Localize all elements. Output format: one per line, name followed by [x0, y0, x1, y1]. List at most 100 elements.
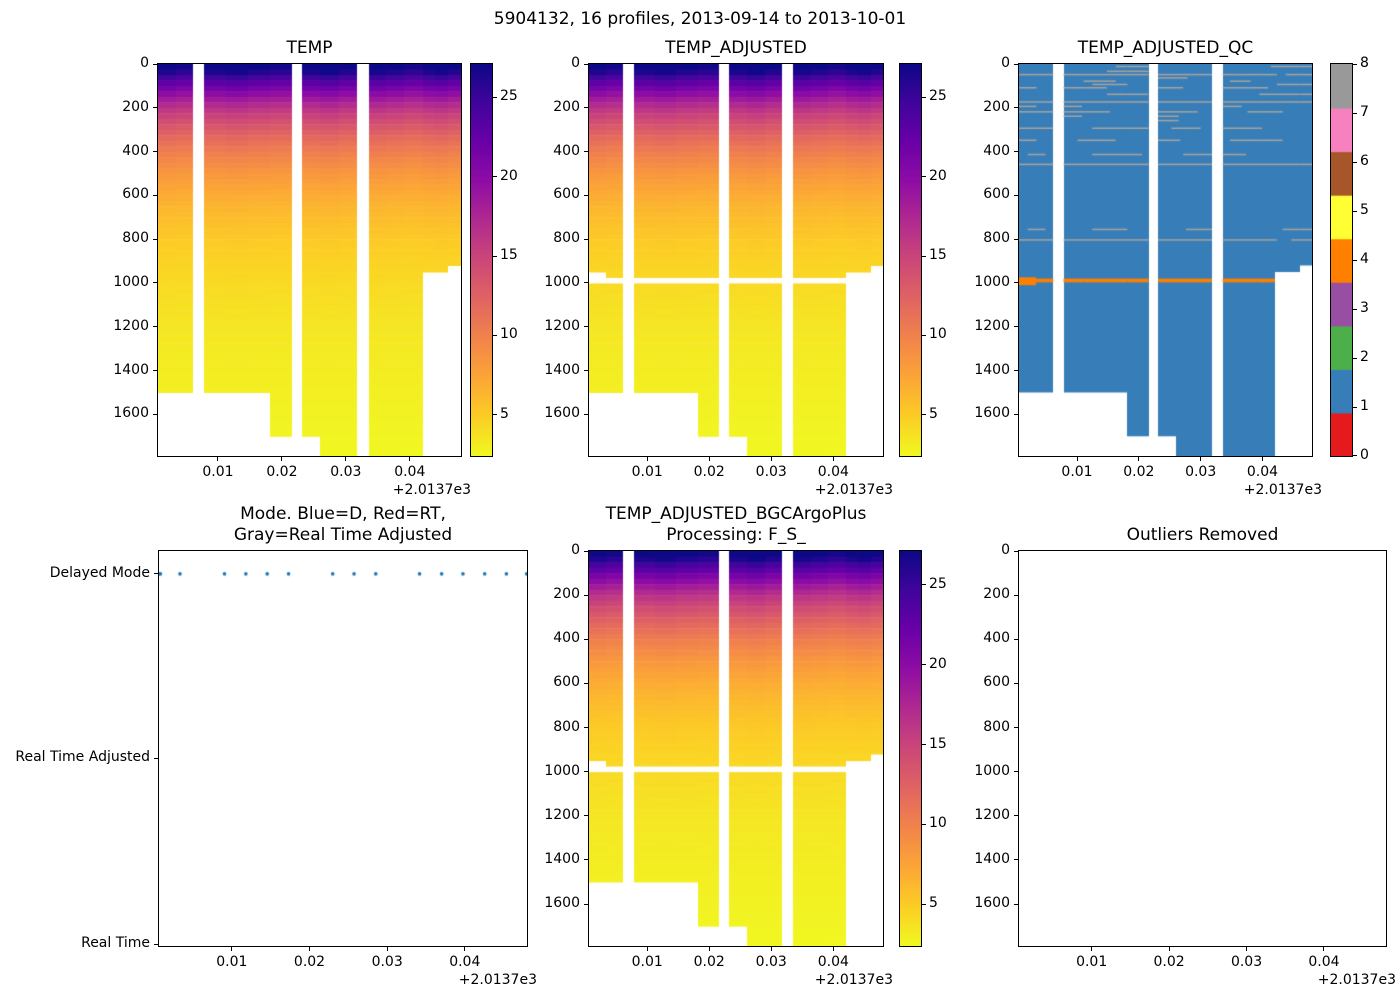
x-tick-label: 0.03 — [330, 464, 362, 480]
x-tick-label: 0.03 — [755, 954, 787, 970]
x-axis-offset-label: +2.0137e3 — [458, 972, 537, 988]
colorbar-tick-mark — [1353, 161, 1357, 163]
colorbar-tick-label: 25 — [500, 88, 518, 105]
y-tick-mark — [153, 326, 157, 328]
y-tick-mark — [153, 107, 157, 109]
figure-title: 5904132, 16 profiles, 2013-09-14 to 2013… — [493, 9, 907, 29]
x-axis-offset-label: +2.0137e3 — [392, 482, 471, 498]
y-tick-label: 1200 — [544, 806, 580, 823]
colorbar-tick-label: 10 — [929, 326, 947, 343]
x-tick-mark — [1200, 457, 1202, 461]
y-tick-label: 1000 — [113, 273, 149, 290]
colorbar-tick-label: 10 — [929, 815, 947, 832]
y-tick-mark — [1014, 903, 1018, 905]
y-tick-label: 1400 — [544, 850, 580, 867]
y-tick-label: 1400 — [974, 850, 1010, 867]
y-tick-mark — [1014, 370, 1018, 372]
colorbar-tick-label: 0 — [1360, 447, 1369, 463]
colorbar-tick-mark — [922, 255, 926, 257]
y-tick-mark — [584, 859, 588, 861]
temp-adjusted-qc-title: TEMP_ADJUSTED_QC — [1077, 37, 1254, 58]
y-tick-mark — [584, 238, 588, 240]
x-tick-label: 0.02 — [693, 954, 725, 970]
qc-colorbar-canvas — [1331, 64, 1352, 456]
colorbar-tick-mark — [922, 664, 926, 666]
colorbar-tick-mark — [1353, 259, 1357, 261]
colorbar-tick-label: 1 — [1360, 398, 1369, 414]
y-tick-mark — [584, 550, 588, 552]
y-tick-label: 0 — [140, 55, 149, 71]
colorbar-tick-label: 5 — [500, 405, 509, 422]
colorbar-tick-mark — [922, 414, 926, 416]
temp-colorbar-canvas — [471, 64, 492, 456]
y-tick-mark — [1014, 63, 1018, 65]
y-tick-mark — [153, 413, 157, 415]
x-tick-mark — [1138, 457, 1140, 461]
y-tick-mark — [1014, 151, 1018, 153]
x-tick-mark — [231, 947, 233, 951]
temp-heatmap-canvas — [158, 64, 461, 456]
colorbar-tick-mark — [493, 255, 497, 257]
x-tick-mark — [1076, 457, 1078, 461]
mode-title: Mode. Blue=D, Red=RT, Gray=Real Time Adj… — [233, 503, 453, 545]
temp-adjusted-bgc-axes: TEMP_ADJUSTED_BGCArgoPlus Processing: F_… — [544, 504, 893, 989]
outliers-removed-axes: Outliers Removed 0.01 0.02 0.03 0.04 +2.0137… — [974, 525, 1396, 988]
x-tick-label: 0.04 — [1308, 954, 1340, 970]
y-tick-label: 800 — [983, 718, 1010, 735]
y-tick-label: 800 — [553, 718, 580, 735]
x-tick-label: 0.01 — [216, 954, 248, 970]
y-tick-mark — [1014, 326, 1018, 328]
y-tick-mark — [153, 370, 157, 372]
y-tick-mark — [153, 151, 157, 153]
colorbar-tick-label: 6 — [1360, 153, 1369, 169]
mode-category-label: Real Time — [81, 935, 150, 952]
y-tick-label: 0 — [1001, 55, 1010, 71]
mode-scatter-canvas — [159, 551, 527, 946]
y-tick-label: 1200 — [974, 317, 1010, 334]
y-tick-mark — [584, 903, 588, 905]
y-tick-label: 800 — [122, 230, 149, 247]
x-tick-label: 0.02 — [693, 464, 725, 480]
y-tick-label: 800 — [553, 230, 580, 247]
y-tick-label: 200 — [553, 98, 580, 115]
y-tick-label: 0 — [1001, 542, 1010, 558]
y-tick-mark — [584, 282, 588, 284]
colorbar-tick-mark — [922, 334, 926, 336]
y-tick-label: 400 — [553, 142, 580, 159]
x-tick-label: 0.02 — [293, 954, 326, 970]
y-tick-mark — [584, 413, 588, 415]
y-tick-label: 600 — [553, 186, 580, 203]
y-tick-label: 1000 — [974, 273, 1010, 290]
y-tick-mark — [584, 815, 588, 817]
colorbar-tick-mark — [1353, 455, 1357, 456]
colorbar-tick-mark — [922, 823, 926, 825]
y-tick-label: 1000 — [544, 762, 580, 779]
y-tick-mark — [1014, 638, 1018, 640]
colorbar-tick-label: 20 — [929, 655, 947, 672]
y-tick-mark — [1014, 859, 1018, 861]
y-tick-label: 0 — [571, 55, 580, 71]
y-tick-label: 1000 — [544, 273, 580, 290]
x-tick-mark — [832, 457, 834, 461]
y-tick-mark — [1014, 815, 1018, 817]
y-tick-label: 1400 — [113, 361, 149, 378]
colorbar-tick-label: 5 — [929, 405, 938, 422]
y-tick-label: 600 — [553, 674, 580, 691]
colorbar-tick-mark — [1353, 112, 1357, 114]
y-tick-mark — [584, 638, 588, 640]
y-tick-mark — [584, 151, 588, 153]
x-tick-mark — [1168, 947, 1170, 951]
y-tick-label: 1200 — [974, 806, 1010, 823]
x-tick-label: 0.01 — [631, 954, 663, 970]
y-tick-mark — [153, 194, 157, 196]
y-tick-mark — [154, 757, 158, 759]
y-tick-label: 200 — [983, 586, 1010, 603]
x-tick-mark — [464, 947, 466, 951]
x-tick-label: 0.01 — [1061, 464, 1093, 480]
temp-heatmap-axes: TEMP 0.01 0.02 0.03 0.04 +2.0137e3 0 200 400 600… — [113, 38, 471, 498]
x-tick-label: 0.03 — [1230, 954, 1263, 970]
x-tick-mark — [708, 457, 710, 461]
x-tick-label: 0.04 — [394, 464, 426, 480]
y-tick-label: 1600 — [544, 895, 580, 912]
colorbar-tick-mark — [493, 176, 497, 178]
